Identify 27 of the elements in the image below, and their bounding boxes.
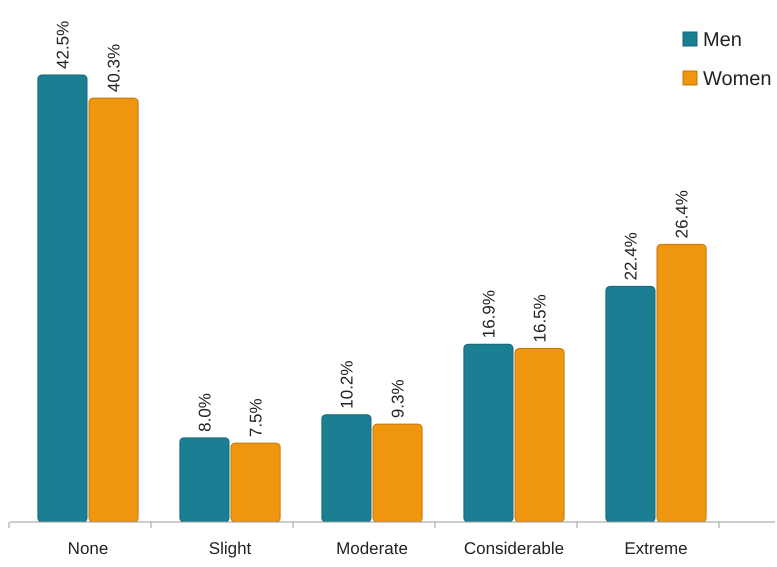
x-tick-label: None <box>68 539 108 558</box>
legend-label: Women <box>703 68 772 90</box>
data-label: 42.5% <box>53 20 72 69</box>
legend-label: Men <box>703 29 742 51</box>
data-label: 16.9% <box>479 290 498 338</box>
data-label: 10.2% <box>337 360 356 409</box>
x-tick-label: Considerable <box>464 539 564 558</box>
bar <box>656 244 707 522</box>
x-tick-label: Extreme <box>624 539 688 558</box>
data-label: 22.4% <box>621 232 640 280</box>
bar <box>372 424 423 522</box>
bar <box>179 437 230 522</box>
bar <box>321 414 372 522</box>
data-label: 16.5% <box>530 294 550 342</box>
bar <box>88 98 139 522</box>
data-label: 40.3% <box>104 44 124 92</box>
data-label: 8.0% <box>195 393 214 432</box>
bar <box>463 344 514 522</box>
data-label: 7.5% <box>246 398 266 438</box>
data-label: 26.4% <box>672 190 692 238</box>
x-tick-label: Slight <box>208 539 252 558</box>
bar <box>514 348 565 522</box>
x-tick-label: Moderate <box>336 539 408 558</box>
bar <box>230 442 281 522</box>
bar <box>605 286 656 522</box>
data-label: 9.3% <box>388 379 408 418</box>
bar <box>37 74 88 522</box>
